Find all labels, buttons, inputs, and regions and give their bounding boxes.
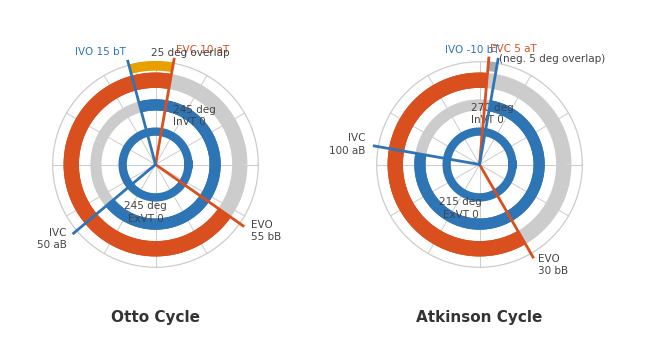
- Text: EVC 10 aT: EVC 10 aT: [176, 45, 229, 55]
- Text: Atkinson Cycle: Atkinson Cycle: [416, 310, 543, 326]
- Text: 270 deg
InVT 0: 270 deg InVT 0: [470, 103, 513, 125]
- Text: EVO
55 bB: EVO 55 bB: [251, 220, 281, 242]
- Text: (neg. 5 deg overlap): (neg. 5 deg overlap): [498, 54, 605, 63]
- Text: IVO 15 bT: IVO 15 bT: [75, 47, 126, 57]
- Text: 245 deg
InVT 0: 245 deg InVT 0: [173, 105, 216, 127]
- Text: IVC
100 aB: IVC 100 aB: [329, 133, 365, 155]
- Text: 215 deg
ExVT 0: 215 deg ExVT 0: [439, 197, 482, 220]
- Text: 245 deg
ExVT 0: 245 deg ExVT 0: [124, 201, 167, 224]
- Text: Otto Cycle: Otto Cycle: [111, 310, 200, 326]
- Text: IVC
50 aB: IVC 50 aB: [37, 228, 67, 250]
- Text: 25 deg overlap: 25 deg overlap: [151, 48, 229, 58]
- Text: EVC 5 aT: EVC 5 aT: [490, 44, 537, 54]
- Text: EVO
30 bB: EVO 30 bB: [538, 254, 568, 276]
- Text: IVO -10 bT: IVO -10 bT: [445, 45, 500, 55]
